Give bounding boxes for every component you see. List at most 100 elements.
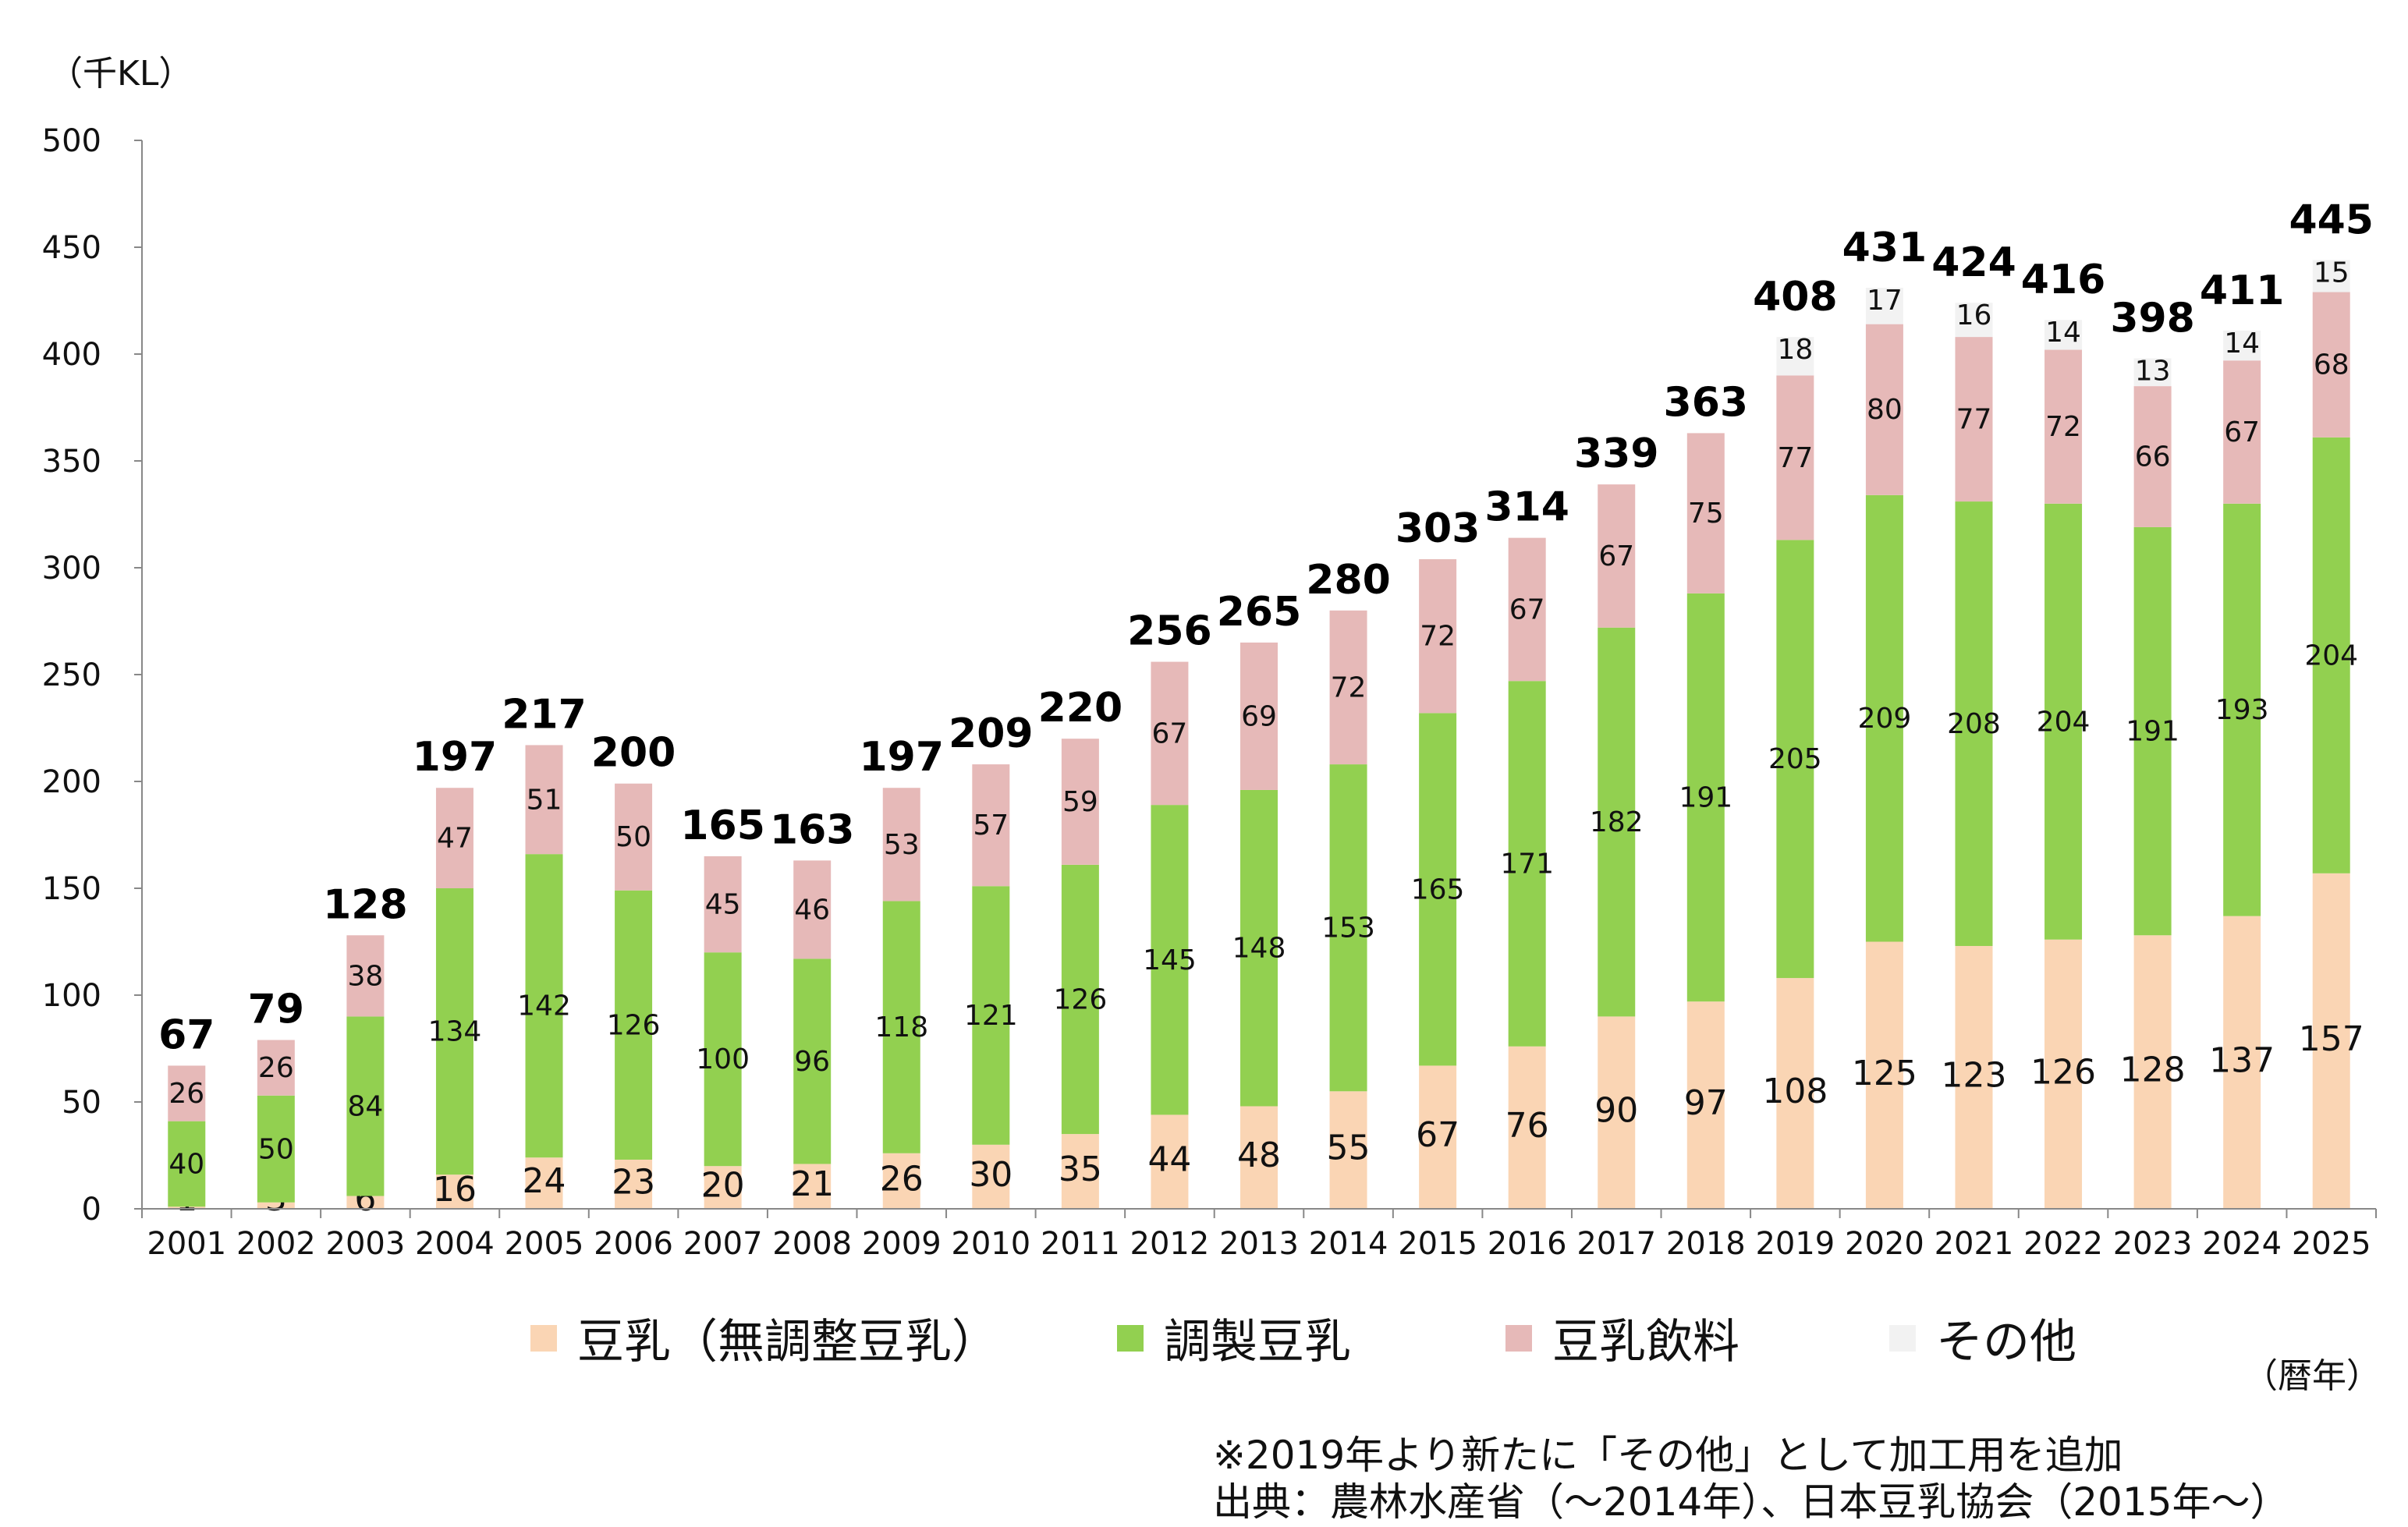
x-tick-label: 2012 [1130, 1226, 1210, 1262]
bar-group-2016: 76 171 67 314 [1484, 484, 1569, 1209]
bar-segment-2 [435, 888, 473, 1175]
segment-value-label: 38 [347, 960, 383, 992]
bar-segment-3 [1419, 559, 1457, 714]
bar-segment-1 [257, 1202, 295, 1209]
segment-value-label: 208 [1947, 708, 2001, 740]
legend-swatch [1889, 1324, 1916, 1352]
x-tick-label: 2017 [1576, 1226, 1656, 1262]
bar-segment-3 [793, 860, 832, 959]
bar-segment-2 [1686, 593, 1725, 1002]
x-unit-label: （暦年） [2243, 1356, 2381, 1396]
segment-value-label: 67 [1416, 1115, 1459, 1155]
segment-value-label: 205 [1768, 743, 1822, 775]
y-tick-label: 0 [82, 1192, 101, 1228]
bar-segment-2 [1865, 494, 1903, 942]
segment-value-label: 67 [1509, 593, 1545, 625]
bar-group-2018: 97 191 75 363 [1664, 379, 1748, 1209]
bar-segment-1 [1329, 1091, 1367, 1209]
segment-value-label: 134 [428, 1016, 482, 1048]
segment-value-label: 55 [1327, 1128, 1371, 1168]
segment-value-label: 40 [168, 1148, 204, 1180]
segment-value-label: 26 [258, 1052, 294, 1084]
bar-group-2002: 3502679 [248, 987, 304, 1219]
segment-value-label: 45 [705, 889, 741, 921]
legend-label: その他 [1936, 1315, 2076, 1369]
bar-segment-4 [2312, 260, 2350, 292]
segment-value-label: 67 [1152, 717, 1188, 749]
bar-total-label: 398 [2110, 295, 2195, 342]
bar-segment-3 [2312, 292, 2350, 438]
segment-value-label: 17 [1867, 285, 1903, 317]
y-tick-label: 300 [42, 551, 101, 586]
bar-segment-3 [882, 788, 920, 902]
segment-value-label: 191 [2126, 716, 2179, 748]
y-tick-label: 250 [42, 657, 101, 693]
bar-segment-3 [168, 1065, 206, 1121]
segment-value-label: 14 [2224, 328, 2260, 360]
segment-value-label: 126 [1054, 983, 1108, 1015]
bar-segment-1 [1686, 1001, 1725, 1209]
segment-value-label: 30 [969, 1155, 1012, 1195]
bar-segment-4 [1955, 303, 1993, 338]
segment-value-label: 68 [2314, 349, 2349, 381]
bar-segment-2 [615, 890, 653, 1160]
legend-label: 豆乳（無調整豆乳） [577, 1315, 998, 1369]
bar-segment-2 [2312, 437, 2350, 873]
bar-total-label: 408 [1753, 274, 1838, 321]
segment-value-label: 191 [1679, 782, 1732, 814]
segment-value-label: 128 [2120, 1050, 2186, 1090]
legend-item-4: その他 [1889, 1304, 2076, 1372]
bar-segment-2 [1508, 681, 1546, 1047]
bar-segment-3 [257, 1040, 295, 1096]
segment-value-label: 14 [2045, 317, 2081, 349]
bar-segment-1 [793, 1164, 832, 1209]
bar-group-2015: 67 165 72 303 [1396, 505, 1480, 1209]
y-tick-label: 150 [42, 871, 101, 907]
bar-segment-1 [168, 1206, 206, 1209]
bar-total-label: 79 [248, 987, 304, 1033]
x-tick-label: 2024 [2202, 1226, 2282, 1262]
bar-segment-1 [1419, 1065, 1457, 1209]
bar-segment-1 [1598, 1016, 1636, 1209]
bar-segment-1 [2044, 939, 2083, 1209]
bar-segment-1 [435, 1174, 473, 1209]
bar-total-label: 314 [1484, 484, 1569, 531]
legend-swatch [1117, 1324, 1144, 1352]
bar-segment-3 [346, 935, 385, 1017]
x-tick-label: 2002 [236, 1226, 316, 1262]
segment-value-label: 50 [615, 821, 651, 853]
y-tick-label: 400 [42, 337, 101, 373]
x-tick-label: 2008 [772, 1226, 852, 1262]
segment-value-label: 16 [1956, 299, 1992, 331]
segment-value-label: 50 [258, 1133, 294, 1165]
segment-value-label: 108 [1762, 1072, 1828, 1111]
bar-group-2014: 55 153 72 280 [1306, 557, 1391, 1209]
y-tick-label: 200 [42, 764, 101, 800]
segment-value-label: 204 [2304, 639, 2358, 671]
segment-value-label: 137 [2209, 1040, 2275, 1080]
bar-segment-2 [972, 886, 1010, 1145]
bar-total-label: 265 [1217, 589, 1302, 636]
bar-segment-2 [525, 854, 563, 1158]
bar-segment-4 [1865, 288, 1903, 324]
segment-value-label: 142 [517, 990, 571, 1022]
bar-segment-2 [2223, 503, 2261, 916]
bar-segment-4 [2133, 358, 2172, 387]
legend-swatch [530, 1324, 557, 1352]
segment-value-label: 48 [1237, 1136, 1281, 1175]
bar-group-2019: 108 205 77 18 408 [1753, 274, 1838, 1209]
x-tick-label: 2020 [1845, 1226, 1924, 1262]
bar-segment-1 [2223, 916, 2261, 1209]
segment-value-label: 148 [1232, 933, 1286, 965]
segment-value-label: 67 [1598, 540, 1634, 572]
bar-total-label: 424 [1931, 239, 2016, 286]
segment-value-label: 118 [874, 1012, 928, 1043]
bar-group-2022: 126 204 72 14 416 [2021, 257, 2105, 1209]
x-tick-label: 2009 [862, 1226, 942, 1262]
bar-segment-2 [1329, 764, 1367, 1092]
bar-segment-2 [793, 958, 832, 1164]
bar-group-2020: 125 209 80 17 431 [1842, 225, 1927, 1209]
bar-segment-2 [1598, 627, 1636, 1017]
bar-segment-3 [1240, 642, 1278, 790]
